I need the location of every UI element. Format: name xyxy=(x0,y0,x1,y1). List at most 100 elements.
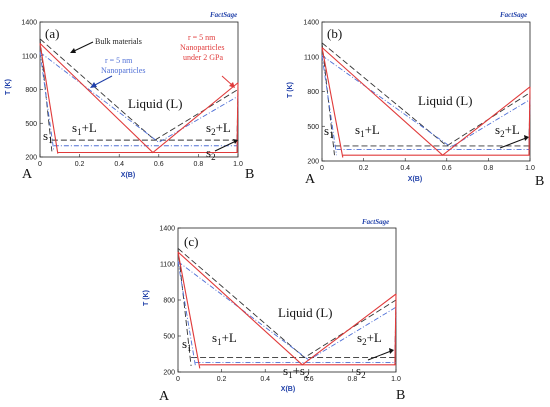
phase-curves xyxy=(321,42,531,158)
panel-a: (a) FactSage T (K) X(B) A B 200 500 800 110… xyxy=(5,11,254,182)
x-tick-label: 0 xyxy=(38,161,42,168)
solidus-a-line-nano xyxy=(39,52,55,152)
corner-label-a: A xyxy=(22,167,33,182)
region-s1-l: s1+L xyxy=(355,122,380,139)
region-s2-l: s2+L xyxy=(357,330,382,347)
arrow-bulk xyxy=(71,41,94,53)
solidus-b-line-pressure xyxy=(394,293,397,365)
solidus-a-line-pressure xyxy=(39,43,59,154)
arrow-bulk-head xyxy=(70,48,76,53)
panel-label: (a) xyxy=(45,26,59,41)
x-tick-label: 0.2 xyxy=(75,161,85,168)
x-ticks: 0 0.2 0.4 0.6 0.8 1.0 xyxy=(38,154,243,168)
y-tick-label: 800 xyxy=(25,87,37,94)
region-liquid: Liquid (L) xyxy=(278,305,333,320)
y-tick-label: 500 xyxy=(25,121,37,128)
x-tick-label: 0.4 xyxy=(400,165,410,172)
y-axis-label: T (K) xyxy=(143,290,150,306)
panel-label: (c) xyxy=(184,234,198,249)
factsage-logo: FactSage xyxy=(500,11,527,19)
corner-label-b: B xyxy=(535,174,544,189)
y-tick-label: 1100 xyxy=(304,54,319,61)
y-tick-label: 800 xyxy=(163,298,175,305)
liquidus-line-nano xyxy=(39,52,239,143)
region-s1-s2: s1+s2 xyxy=(283,363,309,380)
panel-b: (b) FactSage T (K) X(B) A B 200 500 800 110… xyxy=(287,11,544,189)
y-tick-label: 500 xyxy=(307,124,319,131)
liquidus-line-bulk xyxy=(321,42,531,147)
y-axis-label: T (K) xyxy=(287,82,294,98)
x-tick-label: 0.6 xyxy=(304,376,314,383)
region-s1: s1 xyxy=(182,336,192,353)
region-liquid: Liquid (L) xyxy=(418,93,473,108)
arrow-pressure-head xyxy=(229,82,235,88)
x-tick-label: 1.0 xyxy=(391,376,401,383)
solidus-a-line-pressure xyxy=(321,47,344,158)
arrow-nano-head xyxy=(90,82,97,88)
solidus-a-line-pressure xyxy=(177,251,201,369)
region-liquid: Liquid (L) xyxy=(128,96,183,111)
x-ticks: 0 0.2 0.4 0.6 0.8 1.0 xyxy=(320,158,535,172)
x-tick-label: 0.8 xyxy=(348,376,358,383)
arrow-s2 xyxy=(214,140,237,152)
solidus-a-line-nano xyxy=(321,55,338,156)
phase-curves xyxy=(177,248,397,369)
x-tick-label: 0.4 xyxy=(260,376,270,383)
x-axis-label: X(B) xyxy=(281,386,295,393)
region-s1: s1 xyxy=(43,128,53,145)
y-tick-label: 200 xyxy=(163,370,175,377)
arrow-s2 xyxy=(499,137,527,149)
region-s1-l: s1+L xyxy=(212,330,237,347)
corner-label-b: B xyxy=(245,167,254,182)
region-s2-l: s2+L xyxy=(495,122,520,139)
arrow-s2 xyxy=(367,350,392,361)
x-tick-label: 0.6 xyxy=(442,165,452,172)
corner-label-a: A xyxy=(159,389,170,404)
y-tick-label: 200 xyxy=(25,155,37,162)
y-tick-label: 500 xyxy=(163,334,175,341)
x-tick-label: 0.4 xyxy=(114,161,124,168)
arrow-s2-head xyxy=(233,139,238,144)
panel-c: (c) FactSage T (K) X(B) A B 200 500 800 110… xyxy=(143,218,405,404)
annotation-pressure-3: under 2 GPa xyxy=(183,53,223,62)
region-s2: s2 xyxy=(206,145,216,162)
y-tick-label: 1100 xyxy=(22,53,37,60)
annotation-nano-2: Nanoparticles xyxy=(101,66,145,75)
x-axis-label: X(B) xyxy=(121,172,135,179)
phase-curves xyxy=(39,38,239,154)
x-tick-label: 0.2 xyxy=(217,376,227,383)
solidus-a-line-bulk xyxy=(177,248,192,367)
corner-label-a: A xyxy=(305,172,316,187)
y-tick-label: 200 xyxy=(307,159,319,166)
y-tick-label: 1400 xyxy=(159,226,175,233)
y-axis-label: T (K) xyxy=(5,79,12,95)
x-tick-label: 0.8 xyxy=(194,161,204,168)
x-tick-label: 0.2 xyxy=(359,165,369,172)
y-tick-label: 1100 xyxy=(160,262,175,269)
x-tick-label: 0 xyxy=(176,376,180,383)
x-tick-label: 1.0 xyxy=(525,165,535,172)
region-s1: s1 xyxy=(324,123,334,140)
arrow-pressure xyxy=(221,75,233,86)
factsage-logo: FactSage xyxy=(362,218,389,226)
region-s2: s2 xyxy=(356,363,366,380)
annotation-pressure-1: r = 5 nm xyxy=(188,33,216,42)
panel-label: (b) xyxy=(327,26,342,41)
arrow-s2-head xyxy=(524,135,529,141)
annotation-bulk: Bulk materials xyxy=(95,37,142,46)
y-tick-label: 1400 xyxy=(303,20,319,27)
x-axis-label: X(B) xyxy=(408,176,422,183)
factsage-logo: FactSage xyxy=(210,11,237,19)
region-s2-l: s2+L xyxy=(206,120,231,137)
x-tick-label: 0.6 xyxy=(154,161,164,168)
solidus-a-line-nano xyxy=(177,261,196,367)
annotation-pressure-2: Nanoparticles xyxy=(180,43,224,52)
x-tick-label: 0 xyxy=(320,165,324,172)
x-tick-label: 1.0 xyxy=(233,161,243,168)
solidus-b-line-pressure xyxy=(528,86,531,156)
corner-label-b: B xyxy=(396,388,405,403)
annotation-nano-1: r = 5 nm xyxy=(105,56,133,65)
arrow-nano xyxy=(92,75,113,87)
y-tick-label: 1400 xyxy=(21,20,37,27)
